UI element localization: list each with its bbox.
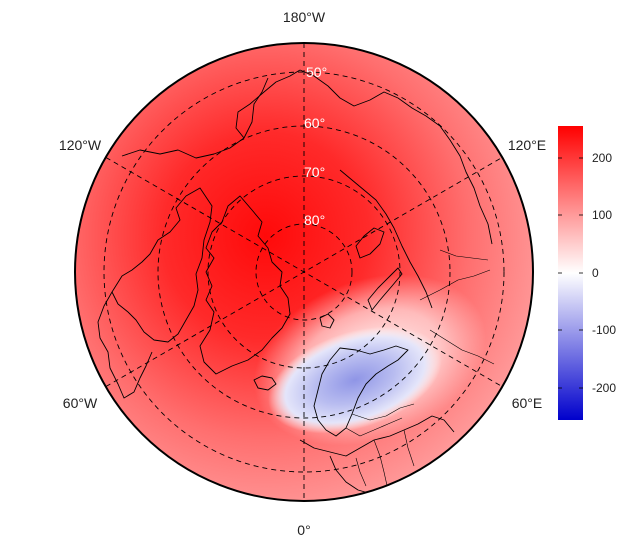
asia-borders — [419, 249, 495, 365]
greenland-outline — [199, 195, 291, 375]
europe-borders — [345, 403, 415, 491]
colorbar-gradient — [558, 126, 583, 420]
meridian-120 — [105, 157, 503, 387]
svalbard — [319, 313, 335, 329]
iceland — [253, 375, 277, 391]
latitude-circle-70 — [207, 175, 401, 369]
latitude-circle-50 — [103, 71, 505, 473]
longitude-label-180w: 180°W — [283, 9, 326, 25]
colorbar-tick-0: 0 — [592, 266, 599, 280]
colorbar-tick-minus-200: -200 — [592, 381, 616, 395]
colorbar-tick-200: 200 — [592, 151, 612, 165]
latitude-label-50: 50° — [306, 64, 327, 80]
scandinavia-outline — [313, 345, 409, 437]
canadian-archipelago — [111, 187, 213, 343]
latitude-label-70: 70° — [304, 164, 325, 180]
longitude-label-120w: 120°W — [59, 137, 102, 153]
negative-anomaly-region — [268, 326, 442, 434]
alaska-coast — [235, 69, 301, 139]
coastlines — [97, 69, 495, 497]
north-america-coast — [97, 77, 269, 399]
novaya-zemlya — [367, 267, 403, 311]
colorbar-ticks — [558, 157, 583, 389]
longitude-label-120e: 120°E — [508, 137, 546, 153]
longitude-label-60w: 60°W — [63, 395, 98, 411]
colorbar-tick-100: 100 — [592, 208, 612, 222]
longitude-label-0: 0° — [297, 522, 310, 538]
graticule — [103, 43, 505, 501]
taymyr-coast — [355, 227, 385, 259]
colorbar-tick-minus-100: -100 — [592, 323, 616, 337]
longitude-label-60e: 60°E — [512, 395, 543, 411]
map-outline — [74, 42, 534, 502]
colorbar: 200 100 0 -100 -200 — [558, 126, 616, 420]
siberia-coast — [299, 69, 493, 309]
latitude-label-80: 80° — [304, 212, 325, 228]
latitude-label-60: 60° — [304, 115, 325, 131]
